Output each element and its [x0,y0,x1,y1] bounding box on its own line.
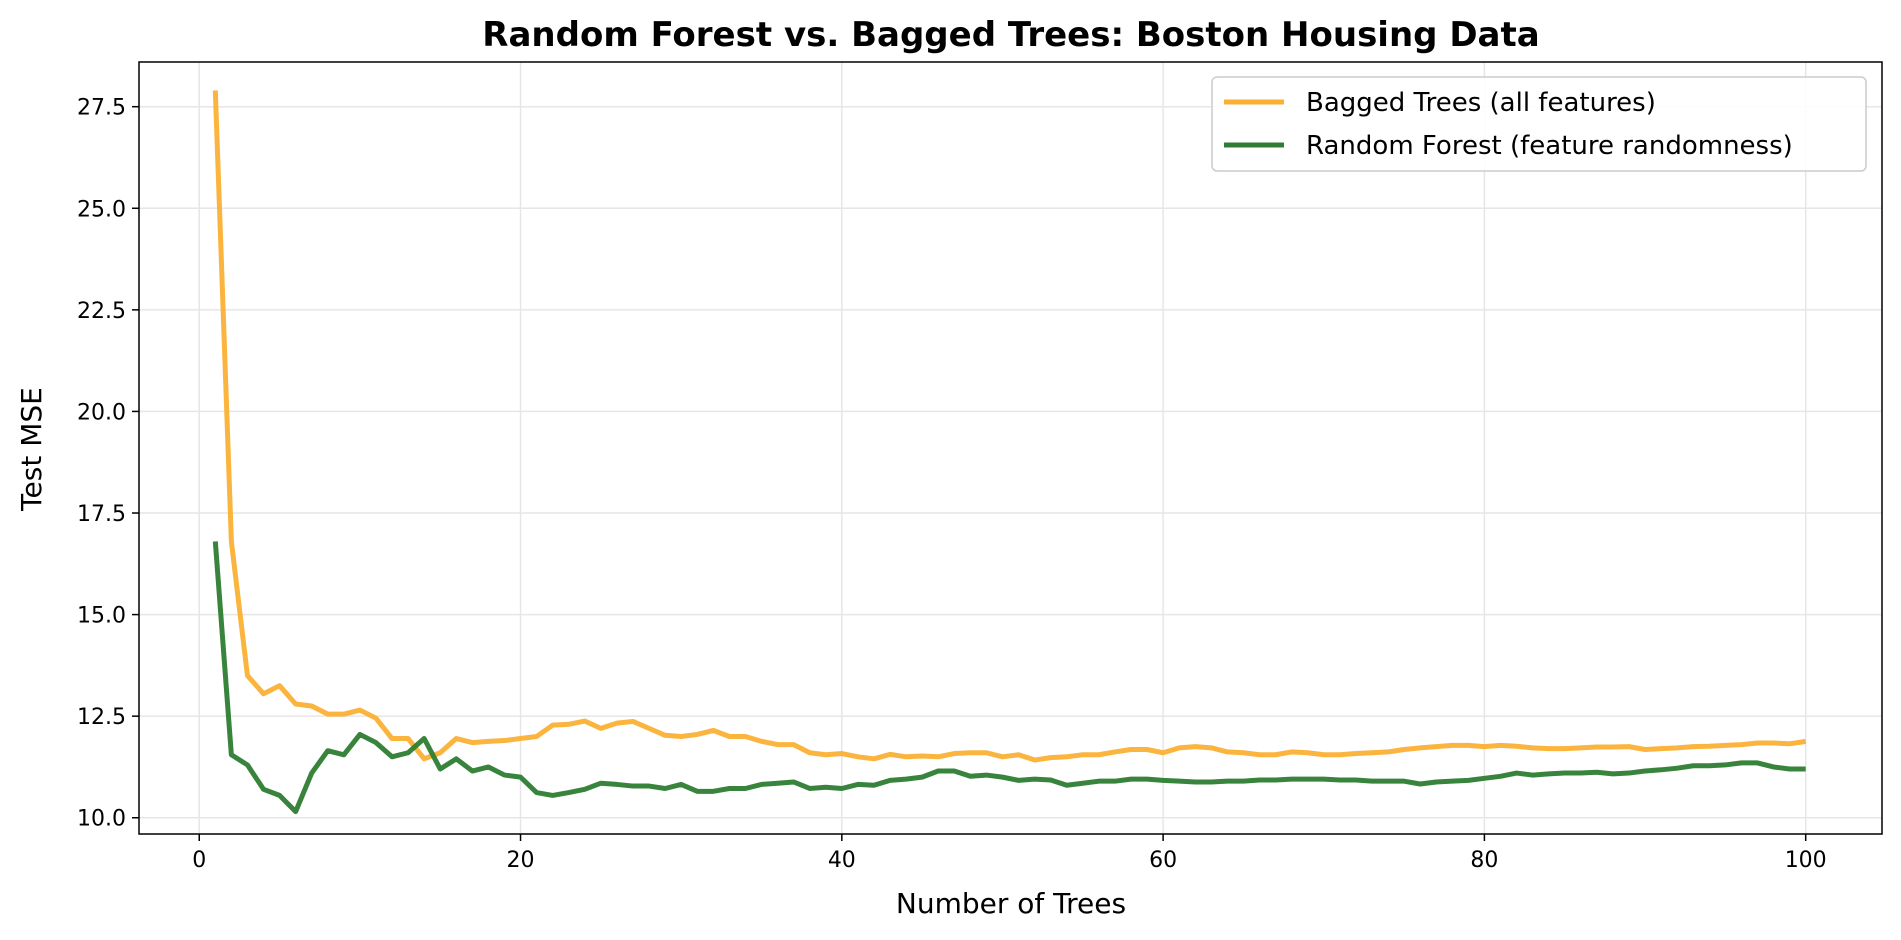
x-axis: 0 20 40 60 80 100 [192,834,1827,873]
y-tick-label: 20.0 [77,400,126,425]
x-tick-label: 60 [1149,848,1177,873]
y-tick-label: 10.0 [77,807,126,832]
y-tick-label: 27.5 [77,96,126,121]
y-axis-label: Test MSE [15,387,48,512]
bagged-trees-line [212,90,1807,763]
y-tick-label: 22.5 [77,299,126,324]
legend-label-random-forest: Random Forest (feature randomness) [1306,131,1793,161]
legend-label-bagged: Bagged Trees (all features) [1306,88,1656,118]
y-tick-label: 25.0 [77,197,126,222]
plot-frame [138,61,1883,835]
x-tick-label: 80 [1470,848,1498,873]
random-forest-line [212,541,1806,815]
y-tick-label: 15.0 [77,604,126,629]
y-tick-label: 12.5 [77,705,126,730]
x-tick-label: 0 [192,848,206,873]
series-layer [212,90,1807,815]
grid [139,62,1882,834]
y-axis: 10.0 12.5 15.0 17.5 20.0 22.5 25.0 27.5 [77,96,139,832]
legend: Bagged Trees (all features) Random Fores… [1211,76,1867,172]
legend-box [1211,76,1867,172]
x-tick-label: 40 [828,848,856,873]
chart-title: Random Forest vs. Bagged Trees: Boston H… [482,15,1539,55]
x-axis-label: Number of Trees [896,887,1126,920]
x-tick-label: 100 [1785,848,1827,873]
y-tick-label: 17.5 [77,502,126,527]
x-tick-label: 20 [507,848,535,873]
